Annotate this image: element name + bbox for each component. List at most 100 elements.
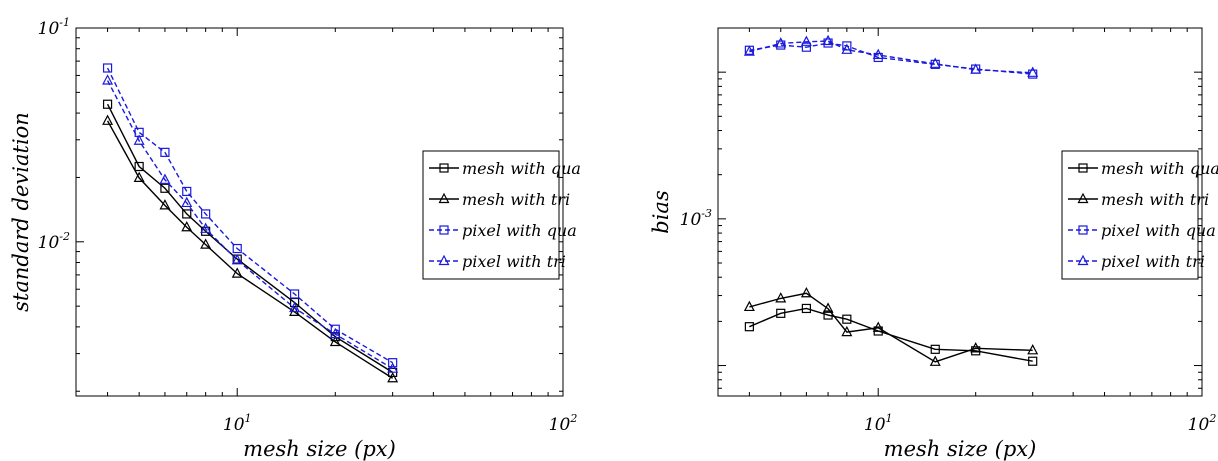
tick-base: 10 [680, 210, 702, 230]
legend-label: pixel with qua [1101, 221, 1216, 240]
square-marker [134, 161, 144, 172]
triangle-marker [1027, 66, 1039, 77]
triangle-marker [181, 220, 193, 232]
square-marker [801, 42, 811, 52]
triangle-marker [231, 267, 243, 278]
legend-label: mesh with qua [1101, 159, 1218, 178]
series-line [749, 42, 1033, 75]
triangle-marker [200, 238, 212, 249]
square-marker [801, 303, 811, 314]
tick-base: 10 [38, 233, 60, 253]
triangle-marker [800, 286, 812, 298]
square-marker [160, 183, 170, 193]
triangle-marker [1077, 192, 1089, 204]
series-line [106, 120, 394, 379]
square-marker [330, 324, 340, 334]
triangle-marker [822, 34, 834, 46]
triangle-marker [159, 173, 171, 184]
triangle-marker [438, 254, 450, 266]
triangle-marker [1077, 254, 1089, 266]
triangle-marker [231, 253, 243, 265]
series-line [749, 40, 1033, 74]
triangle-marker [133, 171, 145, 183]
triangle-marker [387, 362, 399, 373]
square-marker [439, 163, 449, 173]
triangle-marker [102, 114, 114, 125]
axes-frame [717, 27, 1203, 397]
legend: mesh with qua mesh with tri pixel with qua… [422, 150, 581, 280]
legend-label: pixel with tri [1101, 252, 1205, 271]
series-line [106, 67, 394, 364]
triangle-marker [159, 199, 171, 210]
series-pixel-with-tri [102, 74, 399, 373]
legend-label: mesh with tri [1101, 190, 1209, 209]
series-mesh-with-qua [102, 99, 398, 377]
square-marker [1078, 225, 1088, 235]
triangle-marker [329, 335, 341, 347]
square-marker [388, 358, 398, 368]
square-marker [102, 63, 113, 73]
tick-base: 10 [223, 415, 245, 435]
square-marker [160, 147, 170, 157]
triangle-marker [775, 292, 787, 303]
square-marker [930, 344, 940, 354]
legend: mesh with qua mesh with tri pixel with qua… [1061, 150, 1218, 280]
triangle-marker [822, 302, 834, 313]
legend-label: mesh with tri [462, 190, 570, 209]
triangle-marker [743, 45, 755, 56]
series-line [106, 80, 394, 370]
x-axis-label: mesh size (px) [243, 437, 396, 461]
series-mesh-with-qua [744, 303, 1038, 366]
tick-exponent: -1 [59, 16, 70, 29]
square-marker [232, 243, 242, 254]
y-axis-label: standard deviation [9, 112, 33, 312]
triangle-marker [181, 196, 193, 208]
square-marker [1078, 163, 1088, 173]
square-marker [1028, 356, 1038, 366]
x-tick-label: 102 [549, 412, 578, 435]
x-tick-label: 101 [864, 412, 893, 435]
series-mesh-with-tri [743, 286, 1039, 366]
tick-exponent: -2 [59, 230, 70, 243]
square-marker [776, 308, 786, 318]
legend-label: pixel with tri [462, 252, 566, 271]
triangle-marker [775, 37, 787, 48]
x-tick-label: 101 [223, 412, 252, 435]
triangle-marker [929, 57, 941, 68]
triangle-marker [329, 327, 341, 339]
triangle-marker [872, 321, 884, 332]
series-line [749, 292, 1033, 363]
series-mesh-with-tri [102, 114, 399, 383]
triangle-marker [1027, 344, 1039, 355]
tick-exponent: 2 [569, 412, 577, 425]
triangle-marker [800, 35, 812, 46]
series-pixel-with-qua [744, 38, 1038, 79]
triangle-marker [841, 43, 853, 54]
triangle-marker [438, 192, 450, 204]
axes-frame [75, 27, 564, 397]
x-axis-label: mesh size (px) [884, 437, 1037, 461]
x-tick-label: 102 [1188, 412, 1217, 435]
y-tick-label: 10-3 [680, 207, 712, 230]
tick-exponent: 1 [886, 412, 893, 425]
triangle-marker [841, 325, 853, 337]
triangle-marker [200, 222, 212, 233]
tick-base: 10 [1188, 415, 1210, 435]
y-tick-label: 10-1 [38, 16, 70, 39]
tick-exponent: -3 [701, 207, 712, 220]
square-marker [842, 314, 852, 324]
tick-base: 10 [549, 415, 571, 435]
triangle-marker [970, 63, 982, 74]
legend-label: mesh with qua [462, 159, 581, 178]
square-marker [289, 289, 300, 299]
y-axis-label: bias [649, 190, 673, 234]
square-marker [744, 322, 754, 332]
tick-base: 10 [38, 19, 60, 39]
triangle-marker [102, 74, 114, 85]
triangle-marker [872, 48, 884, 60]
triangle-marker [133, 134, 145, 145]
series-pixel-with-qua [102, 63, 398, 368]
legend-label: pixel with qua [462, 221, 577, 240]
